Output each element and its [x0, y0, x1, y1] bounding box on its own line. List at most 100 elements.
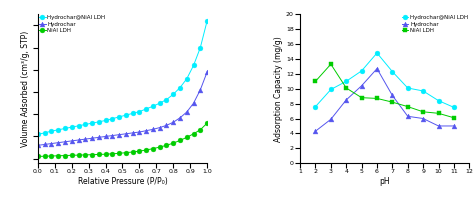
NiAl LDH	[143, 149, 149, 151]
Legend: Hydrochar@NiAl LDH, Hydrochar, NiAl LDH: Hydrochar@NiAl LDH, Hydrochar, NiAl LDH	[39, 15, 106, 33]
Hydrochar	[137, 131, 142, 133]
NiAl LDH	[198, 129, 203, 131]
NiAl LDH	[82, 154, 88, 156]
Line: Hydrochar: Hydrochar	[313, 66, 456, 134]
Hydrochar	[451, 125, 457, 127]
Hydrochar@NiAl LDH	[123, 114, 129, 116]
Hydrochar@NiAl LDH	[204, 20, 210, 22]
NiAl LDH	[42, 155, 47, 157]
NiAl LDH	[191, 133, 196, 135]
NiAl LDH	[55, 155, 61, 157]
NiAl LDH	[150, 147, 156, 150]
NiAl LDH	[374, 97, 380, 100]
Hydrochar	[343, 99, 349, 101]
NiAl LDH	[405, 105, 410, 108]
Hydrochar@NiAl LDH	[359, 70, 365, 72]
NiAl LDH	[89, 153, 95, 156]
Hydrochar	[150, 128, 156, 131]
NiAl LDH	[69, 154, 74, 156]
Hydrochar	[390, 94, 395, 97]
Y-axis label: Volume Adsorbed (cm³/g, STP): Volume Adsorbed (cm³/g, STP)	[21, 31, 30, 147]
NiAl LDH	[137, 150, 142, 152]
NiAl LDH	[184, 136, 190, 139]
NiAl LDH	[76, 154, 82, 156]
NiAl LDH	[328, 63, 334, 65]
Hydrochar	[69, 140, 74, 142]
NiAl LDH	[49, 155, 55, 157]
NiAl LDH	[109, 153, 115, 155]
NiAl LDH	[62, 154, 68, 157]
Hydrochar	[89, 137, 95, 140]
NiAl LDH	[420, 111, 426, 113]
Hydrochar@NiAl LDH	[143, 108, 149, 110]
Hydrochar	[42, 143, 47, 146]
Hydrochar	[420, 117, 426, 120]
Hydrochar	[374, 67, 380, 70]
Hydrochar@NiAl LDH	[374, 52, 380, 54]
Hydrochar	[157, 126, 163, 129]
Hydrochar@NiAl LDH	[184, 78, 190, 80]
NiAl LDH	[35, 155, 41, 158]
Hydrochar	[49, 142, 55, 145]
NiAl LDH	[204, 122, 210, 124]
NiAl LDH	[177, 139, 183, 142]
Hydrochar@NiAl LDH	[130, 112, 136, 115]
Hydrochar@NiAl LDH	[191, 64, 196, 67]
Hydrochar	[436, 125, 441, 127]
Hydrochar	[116, 133, 122, 136]
Hydrochar	[96, 136, 101, 139]
NiAl LDH	[116, 152, 122, 155]
NiAl LDH	[170, 142, 176, 144]
Hydrochar@NiAl LDH	[89, 122, 95, 124]
Hydrochar	[76, 139, 82, 141]
Hydrochar	[164, 124, 169, 127]
Hydrochar	[204, 71, 210, 73]
Line: Hydrochar@NiAl LDH: Hydrochar@NiAl LDH	[313, 51, 456, 110]
Hydrochar@NiAl LDH	[405, 87, 410, 89]
NiAl LDH	[359, 96, 365, 99]
Hydrochar@NiAl LDH	[55, 129, 61, 131]
Hydrochar	[184, 111, 190, 113]
NiAl LDH	[96, 153, 101, 156]
Hydrochar@NiAl LDH	[198, 47, 203, 49]
Hydrochar	[82, 138, 88, 140]
NiAl LDH	[164, 144, 169, 146]
Hydrochar	[55, 141, 61, 144]
Hydrochar@NiAl LDH	[150, 105, 156, 108]
Hydrochar	[177, 117, 183, 119]
Hydrochar@NiAl LDH	[157, 102, 163, 104]
X-axis label: pH: pH	[379, 177, 390, 186]
NiAl LDH	[451, 116, 457, 119]
Hydrochar	[170, 121, 176, 123]
X-axis label: Relative Pressure (P/P₀): Relative Pressure (P/P₀)	[78, 177, 167, 186]
Hydrochar@NiAl LDH	[109, 118, 115, 120]
NiAl LDH	[130, 151, 136, 153]
Hydrochar	[143, 130, 149, 132]
Hydrochar	[313, 130, 319, 132]
Hydrochar@NiAl LDH	[42, 132, 47, 134]
Hydrochar	[62, 141, 68, 143]
NiAl LDH	[343, 87, 349, 89]
NiAl LDH	[436, 112, 441, 114]
Hydrochar@NiAl LDH	[177, 86, 183, 89]
Hydrochar	[328, 118, 334, 121]
Line: NiAl LDH: NiAl LDH	[313, 62, 456, 120]
Line: NiAl LDH: NiAl LDH	[36, 121, 210, 159]
Hydrochar@NiAl LDH	[137, 110, 142, 113]
Hydrochar	[35, 144, 41, 146]
Hydrochar@NiAl LDH	[76, 125, 82, 127]
Hydrochar@NiAl LDH	[170, 93, 176, 95]
Hydrochar@NiAl LDH	[436, 99, 441, 102]
Hydrochar@NiAl LDH	[328, 88, 334, 91]
Hydrochar	[359, 84, 365, 87]
Hydrochar@NiAl LDH	[313, 105, 319, 108]
Line: Hydrochar: Hydrochar	[36, 70, 210, 148]
Hydrochar	[123, 133, 129, 135]
NiAl LDH	[123, 151, 129, 154]
Hydrochar@NiAl LDH	[103, 119, 109, 122]
Legend: Hydrochar@NiAl LDH, Hydrochar, NiAl LDH: Hydrochar@NiAl LDH, Hydrochar, NiAl LDH	[401, 15, 468, 33]
Hydrochar	[405, 115, 410, 118]
Hydrochar	[191, 102, 196, 104]
Hydrochar@NiAl LDH	[82, 123, 88, 126]
NiAl LDH	[103, 153, 109, 155]
